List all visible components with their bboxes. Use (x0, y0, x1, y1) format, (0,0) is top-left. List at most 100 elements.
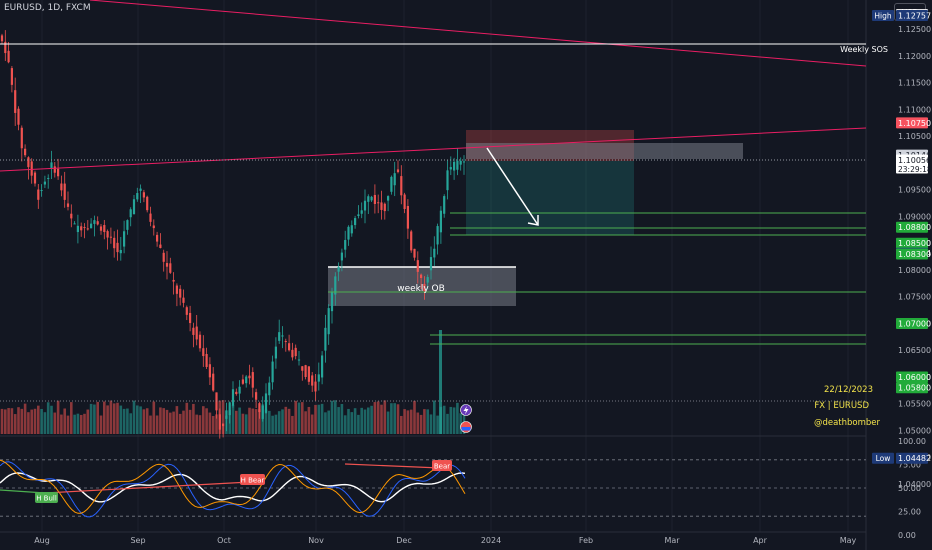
volume-bar (363, 409, 367, 434)
candle-body (136, 193, 139, 200)
volume-bar (155, 415, 159, 434)
volume-bar (317, 404, 321, 434)
candle-body (113, 237, 116, 249)
volume-bar (350, 412, 354, 434)
volume-bar (334, 400, 337, 434)
candle-body (238, 386, 241, 394)
candle-body (393, 173, 396, 186)
volume-bar (46, 402, 50, 434)
candle-body (337, 266, 340, 272)
candle-body (360, 210, 363, 214)
candle-body (119, 249, 122, 254)
volume-bar (406, 410, 410, 434)
supply-zone[interactable] (466, 143, 743, 159)
candle-body (4, 41, 7, 54)
svg-text:23:29:18: 23:29:18 (898, 165, 932, 174)
weekly-ob-label: weekly OB (397, 284, 445, 294)
volume-bar (139, 406, 142, 434)
volume-bar (248, 407, 251, 434)
candle-body (278, 332, 281, 341)
volume-bar (340, 403, 344, 434)
osc-tick-label: 25.00 (898, 508, 921, 517)
candle-body (152, 225, 155, 229)
candle-body (231, 389, 235, 406)
volume-bar (63, 408, 66, 434)
volume-bar (373, 402, 377, 434)
volume-bar (43, 412, 47, 434)
volume-bar (73, 414, 76, 434)
time-tick-label: Sep (130, 536, 145, 545)
volume-bar (188, 409, 192, 434)
candle-body (274, 346, 277, 359)
volume-bar (409, 409, 413, 434)
weekly-sos-label: Weekly SOS (840, 45, 888, 54)
price-tick-label: 1.08000 (898, 266, 931, 275)
symbol-title: EURUSD, 1D, FXCM (4, 3, 91, 13)
candle-body (14, 90, 17, 113)
candle-body (165, 263, 169, 267)
candle-body (433, 248, 436, 258)
weekly-ob-zone[interactable] (328, 267, 516, 306)
volume-bar (436, 415, 439, 434)
candle-body (443, 196, 446, 214)
volume-bar (122, 408, 126, 434)
candle-body (60, 183, 63, 191)
volume-bar (446, 413, 449, 434)
candle-body (225, 410, 228, 419)
projection-arrow[interactable] (486, 147, 539, 226)
volume-bar (53, 412, 57, 434)
lightning-icon[interactable] (460, 404, 472, 416)
price-tick-label: 1.09500 (898, 186, 931, 195)
volume-bar (211, 415, 215, 434)
candle-body (24, 148, 27, 156)
candle-body (261, 405, 264, 419)
candle-body (420, 274, 423, 279)
candle-body (106, 231, 109, 238)
svg-text:1.08500: 1.08500 (898, 239, 931, 248)
volume-bar (40, 408, 43, 434)
take-profit-zone[interactable] (466, 161, 634, 235)
candle-body (413, 248, 416, 258)
ascending-trendline[interactable] (0, 127, 867, 172)
time-axis[interactable]: Aug Sep Oct Nov Dec 2024 Feb Mar Apr May (34, 536, 856, 545)
price-tag: 1.05800 (896, 382, 931, 394)
candle-body (387, 196, 390, 201)
candle-body (126, 220, 129, 230)
osc-tick-label: 100.00 (898, 437, 926, 446)
candle-body (304, 365, 307, 377)
volume-bar (291, 415, 294, 434)
volume-bar (271, 415, 274, 434)
candle-body (57, 168, 60, 177)
volume-bar (343, 415, 347, 434)
candle-body (446, 170, 449, 191)
volume-bar (221, 400, 225, 434)
volume-bar (462, 404, 466, 434)
author-label: @deathbomber (814, 418, 881, 428)
candle-body (347, 226, 350, 240)
volume-bar (149, 415, 152, 434)
volume-bar (314, 404, 317, 434)
candle-body (76, 225, 79, 233)
price-tick-label: 1.06500 (898, 346, 931, 355)
osc-tick-label: 75.00 (898, 461, 921, 470)
flag-icon[interactable] (460, 421, 472, 433)
osc-tick-label: 0.00 (898, 531, 916, 540)
candle-body (90, 223, 93, 229)
candle-body (334, 276, 337, 295)
volume-bar (132, 400, 136, 434)
candle-body (129, 209, 132, 218)
volume-bar (235, 410, 238, 434)
volume-bar (301, 402, 304, 434)
price-tick-label: 1.04000 (898, 480, 931, 489)
watermark-label: FX | EURUSD (814, 401, 869, 411)
volume-bar (142, 409, 146, 434)
descending-trendline[interactable] (89, 0, 867, 67)
volume-bar (93, 404, 96, 434)
volume-bar (304, 411, 307, 434)
date-label: 22/12/2023 (824, 385, 873, 395)
volume-bar (400, 415, 403, 434)
volume-bar (192, 403, 195, 434)
price-tick-label: 1.07500 (898, 293, 931, 302)
price-tag: 1.06000 (896, 371, 931, 383)
